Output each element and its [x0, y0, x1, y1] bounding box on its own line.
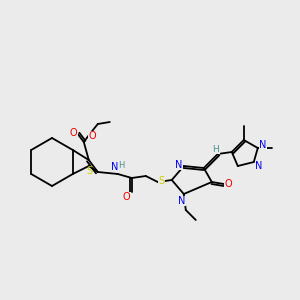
Text: H: H [212, 145, 219, 154]
Text: N: N [255, 161, 262, 171]
Text: N: N [111, 162, 118, 172]
Text: N: N [178, 196, 185, 206]
Text: O: O [70, 128, 78, 138]
Text: O: O [89, 131, 97, 141]
Text: O: O [123, 192, 130, 202]
Text: N: N [259, 140, 266, 150]
Text: S: S [159, 176, 165, 186]
Text: O: O [225, 179, 232, 189]
Text: H: H [118, 160, 125, 169]
Text: S: S [87, 166, 93, 176]
Text: N: N [175, 160, 182, 170]
